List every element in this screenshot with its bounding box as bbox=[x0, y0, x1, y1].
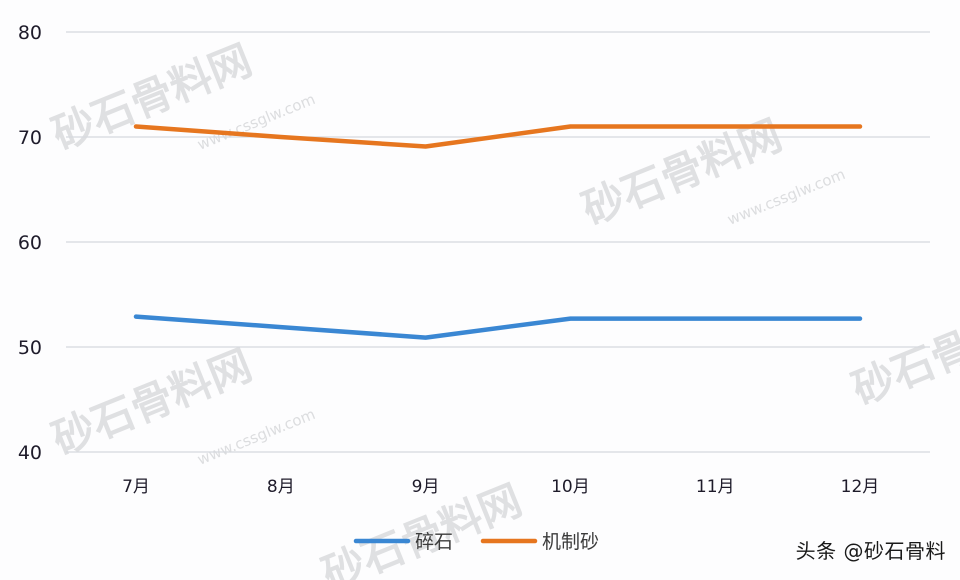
x-tick-label: 11月 bbox=[696, 477, 735, 497]
x-tick-label: 10月 bbox=[551, 477, 590, 497]
series-line-crushed-stone bbox=[133, 314, 863, 340]
legend: 碎石 机制砂 bbox=[353, 531, 599, 553]
x-tick-label: 7月 bbox=[122, 477, 150, 497]
y-tick-label: 80 bbox=[18, 22, 42, 44]
watermark-url: www.cssglw.com bbox=[725, 165, 848, 229]
series-layer bbox=[133, 124, 863, 340]
y-tick-label: 70 bbox=[18, 127, 42, 149]
x-tick-label: 9月 bbox=[412, 477, 440, 497]
series-line-manufactured-sand bbox=[133, 124, 863, 149]
legend-label: 机制砂 bbox=[542, 531, 599, 553]
legend-label: 碎石 bbox=[415, 531, 453, 553]
watermark-url: www.cssglw.com bbox=[195, 405, 318, 469]
source-credit: 头条 @砂石骨料 bbox=[795, 539, 946, 563]
x-axis: 7月 8月 9月 10月 11月 12月 bbox=[122, 477, 879, 497]
y-axis: 40 50 60 70 80 bbox=[18, 22, 42, 464]
x-tick-label: 12月 bbox=[841, 477, 880, 497]
y-tick-label: 40 bbox=[18, 442, 42, 464]
y-tick-label: 60 bbox=[18, 232, 42, 254]
y-tick-label: 50 bbox=[18, 337, 42, 359]
watermark-url: www.cssglw.com bbox=[195, 90, 318, 154]
x-tick-label: 8月 bbox=[267, 477, 295, 497]
watermark-brand: 砂石骨料网 bbox=[845, 290, 960, 414]
